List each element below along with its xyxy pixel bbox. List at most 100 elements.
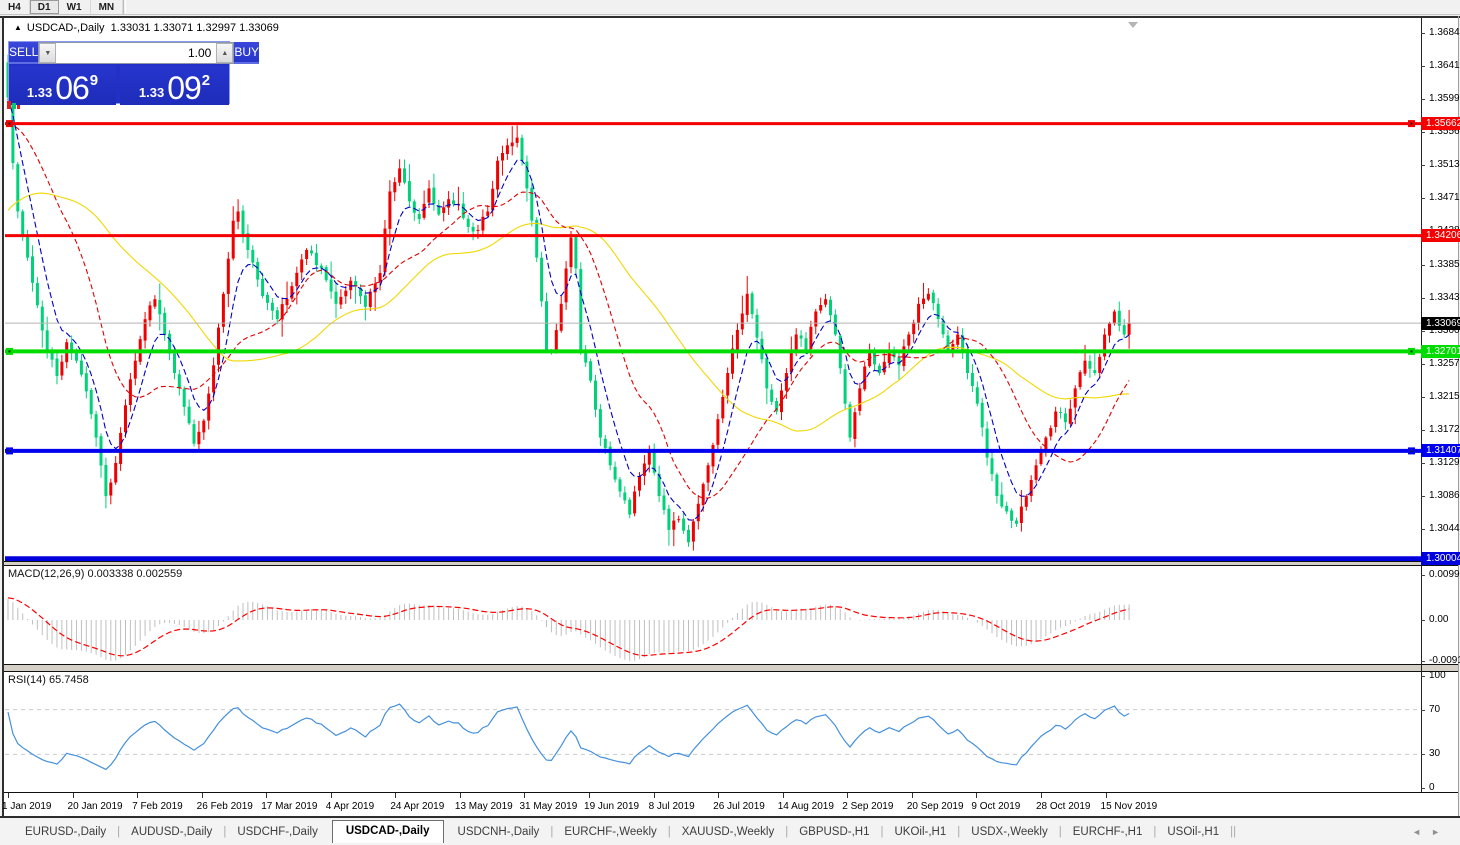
price-tick	[1421, 165, 1425, 167]
price-tick-label: 1.33850	[1429, 258, 1460, 270]
chart-tab-gbpusd-h1[interactable]: GBPUSD-,H1	[799, 826, 870, 838]
date-tick	[589, 793, 591, 798]
rsi-tick-label: 30	[1429, 748, 1441, 760]
rsi-tick	[1421, 788, 1425, 789]
price-label-1.31407: 1.31407	[1421, 444, 1460, 458]
volume-stepper: ▼ ▲	[38, 42, 235, 64]
price-tick-label: 1.33000	[1429, 324, 1460, 336]
date-tick	[911, 793, 913, 798]
chart-tab-eurchf-weekly[interactable]: EURCHF-,Weekly	[564, 826, 657, 838]
date-tick	[847, 793, 849, 798]
date-tick	[976, 793, 978, 798]
date-tick	[653, 793, 655, 798]
volume-input[interactable]	[56, 43, 217, 63]
date-label: 31 May 2019	[519, 801, 578, 812]
chart-tab-ukoil-h1[interactable]: UKOil-,H1	[894, 826, 947, 838]
date-label: 14 Aug 2019	[777, 801, 834, 812]
date-tick	[1040, 793, 1042, 798]
tab-separator: |	[785, 826, 789, 838]
date-label: 4 Apr 2019	[325, 801, 375, 812]
tab-separator: |	[1153, 826, 1157, 838]
date-label: 1 Jan 2019	[2, 801, 52, 812]
chart-tab-usoil-h1[interactable]: USOil-,H1	[1167, 826, 1220, 838]
hline-1.35662[interactable]	[5, 120, 1421, 128]
price-axis: 1.36840 1.36410 1.35990 1.35560 1.35130 1.347…	[1421, 0, 1460, 845]
buy-button[interactable]: BUY	[234, 42, 260, 64]
sell-button[interactable]: SELL	[9, 42, 39, 64]
date-tick	[330, 793, 332, 798]
price-tick	[1421, 99, 1425, 101]
timeframe-button-w1[interactable]: W1	[59, 0, 91, 14]
tab-separator: |	[117, 826, 121, 838]
price-tick	[1421, 66, 1425, 68]
hline-1.31407[interactable]	[5, 447, 1421, 455]
price-tick-label: 1.32150	[1429, 390, 1460, 402]
date-tick	[8, 793, 9, 798]
date-label: 7 Feb 2019	[132, 801, 183, 812]
price-tick-label: 1.35130	[1429, 159, 1460, 171]
date-label: 19 Jun 2019	[584, 801, 640, 812]
timeframe-button-mn[interactable]: MN	[91, 0, 124, 14]
date-label: 20 Sep 2019	[906, 801, 964, 812]
chart-tab-eurusd-daily[interactable]: EURUSD-,Daily	[25, 826, 107, 838]
price-tick-label: 1.36840	[1429, 27, 1460, 38]
rsi-tick	[1421, 709, 1425, 711]
tab-separator: |	[223, 826, 227, 838]
window-frame-right	[1458, 16, 1459, 818]
date-label: 13 May 2019	[454, 801, 513, 812]
tab-scroll-right-icon[interactable]: ►	[1431, 827, 1450, 837]
chart-tab-eurchf-h1[interactable]: EURCHF-,H1	[1072, 826, 1143, 838]
rsi-canvas	[5, 703, 1421, 771]
rsi-panel[interactable]	[4, 672, 1458, 792]
tab-separator: |	[1058, 826, 1062, 838]
sell-price-pipette: 9	[89, 72, 99, 89]
chart-tab-usdcad-daily[interactable]: USDCAD-,Daily	[331, 819, 444, 843]
chart-tab-usdcnh-daily[interactable]: USDCNH-,Daily	[457, 826, 540, 838]
date-label: 8 Jul 2019	[648, 801, 695, 812]
macd-tick	[1421, 661, 1425, 663]
volume-decrease-icon[interactable]: ▼	[39, 43, 57, 63]
price-tick	[1421, 264, 1425, 266]
volume-increase-icon[interactable]: ▲	[216, 43, 234, 63]
date-tick	[524, 793, 526, 798]
price-tick	[1421, 132, 1425, 134]
price-tick	[1421, 198, 1425, 200]
chart-shift-marker-icon[interactable]	[1128, 22, 1138, 28]
macd-signal-line	[7, 597, 1130, 657]
sell-price-quote[interactable]: 1.33 06 9	[9, 66, 116, 105]
candles	[6, 54, 1131, 551]
price-tick	[1421, 429, 1425, 431]
price-chart-canvas[interactable]	[5, 19, 1421, 561]
chart-tab-audusd-daily[interactable]: AUDUSD-,Daily	[131, 826, 213, 838]
macd-canvas	[7, 597, 1130, 661]
buy-price-quote[interactable]: 1.33 09 2	[120, 66, 229, 105]
timeframe-button-d1[interactable]: D1	[29, 0, 59, 14]
hline-1.32701[interactable]	[5, 347, 1421, 355]
tab-scroll-left-icon[interactable]: ◄	[1412, 827, 1432, 837]
date-label: 26 Jul 2019	[713, 801, 765, 812]
date-tick	[1105, 793, 1107, 798]
price-tick-label: 1.34710	[1429, 192, 1460, 204]
rsi-tick	[1421, 676, 1425, 677]
macd-tick-label: 0.009957	[1429, 569, 1460, 581]
macd-tick	[1421, 575, 1425, 577]
price-tick-label: 1.36410	[1429, 60, 1460, 72]
macd-splitter[interactable]	[4, 561, 1458, 566]
date-axis-strip	[4, 793, 1458, 816]
timeframe-button-h4[interactable]: H4	[0, 0, 30, 14]
chart-tab-xauusd-weekly[interactable]: XAUUSD-,Weekly	[681, 826, 775, 838]
chart-ohlc-values: 1.33031 1.33071 1.32997 1.33069	[110, 22, 279, 34]
tab-separator: |	[550, 826, 554, 838]
price-chart-panel[interactable]	[4, 18, 1458, 561]
chart-tab-usdx-weekly[interactable]: USDX-,Weekly	[971, 826, 1048, 838]
buy-price-pipette: 2	[201, 72, 211, 89]
macd-panel[interactable]	[4, 566, 1458, 664]
macd-tick-label: 0.00	[1429, 614, 1449, 625]
rsi-tick-label: 70	[1429, 703, 1441, 715]
rsi-splitter[interactable]	[4, 664, 1458, 672]
buy-price-pips: 09	[167, 70, 202, 106]
sell-price-base: 1.33	[26, 85, 53, 100]
chart-tab-usdchf-daily[interactable]: USDCHF-,Daily	[237, 826, 318, 838]
price-tick-label: 1.30860	[1429, 490, 1460, 502]
date-label: 17 Mar 2019	[261, 801, 318, 812]
